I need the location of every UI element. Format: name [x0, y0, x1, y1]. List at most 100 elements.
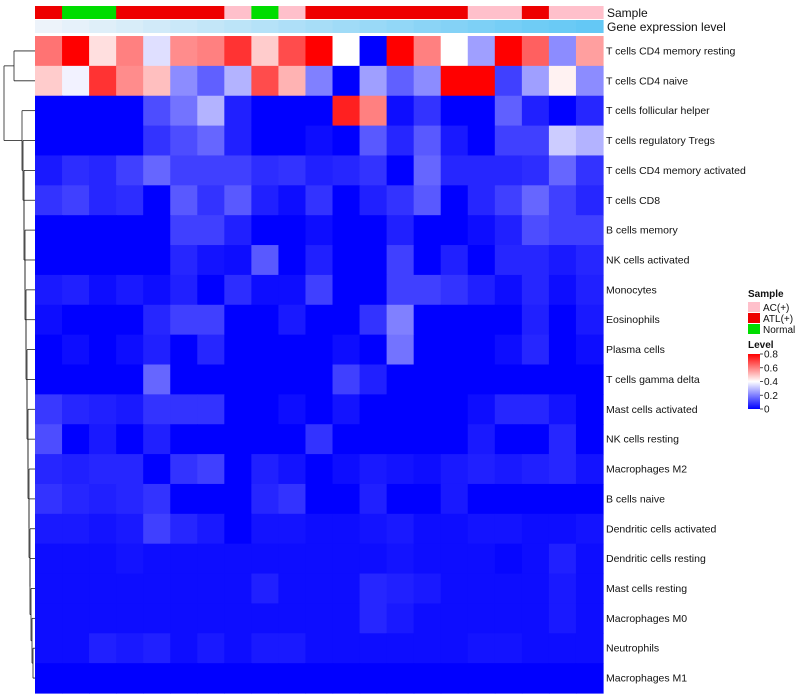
heatmap-cell: [575, 573, 604, 605]
heatmap-cell: [548, 304, 577, 336]
heatmap-cell: [305, 513, 334, 545]
row-label: Mast cells activated: [606, 404, 698, 416]
heatmap-cell: [359, 304, 388, 336]
heatmap-cell: [116, 364, 144, 395]
heatmap-cell: [62, 454, 90, 485]
heatmap-cell: [197, 155, 225, 186]
heatmap-cell: [197, 364, 225, 395]
heatmap-cell: [278, 364, 307, 395]
heatmap-cell: [251, 394, 280, 425]
heatmap-cell: [197, 573, 225, 605]
heatmap-cell: [35, 274, 63, 306]
heatmap-cell: [170, 95, 198, 127]
heatmap-cell: [224, 663, 252, 694]
heatmap-cell: [548, 573, 577, 605]
heatmap-cell: [305, 65, 334, 97]
sample-annotation-cell: [197, 6, 225, 19]
heatmap-cell: [359, 155, 388, 186]
heatmap-cell: [548, 334, 577, 366]
heatmap-cell: [62, 483, 90, 515]
heatmap-cell: [467, 483, 496, 515]
expression-annotation-cell: [305, 20, 334, 33]
heatmap-cell: [386, 274, 415, 306]
heatmap-cell: [575, 424, 604, 455]
heatmap-cell: [89, 36, 117, 67]
heatmap-cell: [143, 245, 171, 276]
heatmap-cell: [89, 155, 117, 186]
heatmap-cell: [143, 603, 171, 634]
heatmap-cell: [548, 454, 577, 485]
heatmap-cell: [359, 424, 388, 455]
row-label: Macrophages M2: [606, 464, 687, 476]
heatmap-cell: [35, 125, 63, 157]
heatmap-cell: [413, 603, 442, 634]
heatmap-cell: [251, 663, 280, 694]
heatmap-cell: [278, 483, 307, 515]
heatmap-cell: [440, 603, 469, 634]
heatmap-cell: [251, 573, 280, 605]
heatmap-cell: [467, 274, 496, 306]
heatmap-cell: [35, 364, 63, 395]
heatmap-cell: [170, 36, 198, 67]
heatmap-cell: [143, 215, 171, 246]
heatmap-cell: [89, 364, 117, 395]
heatmap-cell: [143, 95, 171, 127]
heatmap-cell: [251, 155, 280, 186]
heatmap-cell: [575, 125, 604, 157]
heatmap-cell: [575, 304, 604, 336]
heatmap-cell: [62, 364, 90, 395]
heatmap-cell: [170, 663, 198, 694]
heatmap-cell: [386, 633, 415, 664]
heatmap-cell: [305, 36, 334, 67]
heatmap-cell: [467, 95, 496, 127]
heatmap-cell: [116, 513, 144, 545]
expression-annotation-track: [35, 20, 604, 33]
heatmap-cell: [89, 95, 117, 127]
heatmap-cell: [494, 155, 523, 186]
heatmap-cell: [116, 95, 144, 127]
heatmap-cell: [467, 155, 496, 186]
expression-annotation-cell: [35, 20, 63, 33]
heatmap-cell: [386, 304, 415, 336]
heatmap-cell: [494, 185, 523, 216]
heatmap-cell: [224, 125, 252, 157]
heatmap-cell: [116, 454, 144, 485]
heatmap-cell: [224, 513, 252, 545]
heatmap-cell: [521, 125, 550, 157]
heatmap-cell: [251, 513, 280, 545]
heatmap-cell: [575, 603, 604, 634]
heatmap-cell: [467, 394, 496, 425]
expression-annotation-cell: [62, 20, 90, 33]
expression-annotation-cell: [143, 20, 171, 33]
heatmap-cell: [440, 185, 469, 216]
heatmap-cell: [251, 215, 280, 246]
expression-annotation-cell: [224, 20, 252, 33]
heatmap-cell: [224, 155, 252, 186]
heatmap-cell: [359, 543, 388, 575]
expression-annotation-cell: [494, 20, 523, 33]
heatmap-cell: [224, 304, 252, 336]
heatmap-cell: [494, 394, 523, 425]
heatmap-cell: [548, 185, 577, 216]
heatmap-cell: [440, 573, 469, 605]
row-label: T cells follicular helper: [606, 105, 710, 117]
heatmap-cell: [89, 573, 117, 605]
heatmap-cell: [35, 633, 63, 664]
heatmap-cell: [575, 663, 604, 694]
sample-annotation-cell: [116, 6, 144, 19]
heatmap-cell: [548, 424, 577, 455]
heatmap-cell: [197, 663, 225, 694]
heatmap-cell: [89, 215, 117, 246]
heatmap-cell: [413, 125, 442, 157]
heatmap-cell: [116, 603, 144, 634]
heatmap-cell: [116, 185, 144, 216]
heatmap-cell: [143, 483, 171, 515]
expression-annotation-cell: [278, 20, 307, 33]
heatmap-cell: [467, 65, 496, 97]
sample-annotation-cell: [89, 6, 117, 19]
sample-legend-title: Sample: [748, 289, 784, 300]
heatmap-cell: [278, 334, 307, 366]
heatmap-cell: [116, 125, 144, 157]
heatmap-cell: [89, 424, 117, 455]
heatmap-cell: [332, 125, 361, 157]
